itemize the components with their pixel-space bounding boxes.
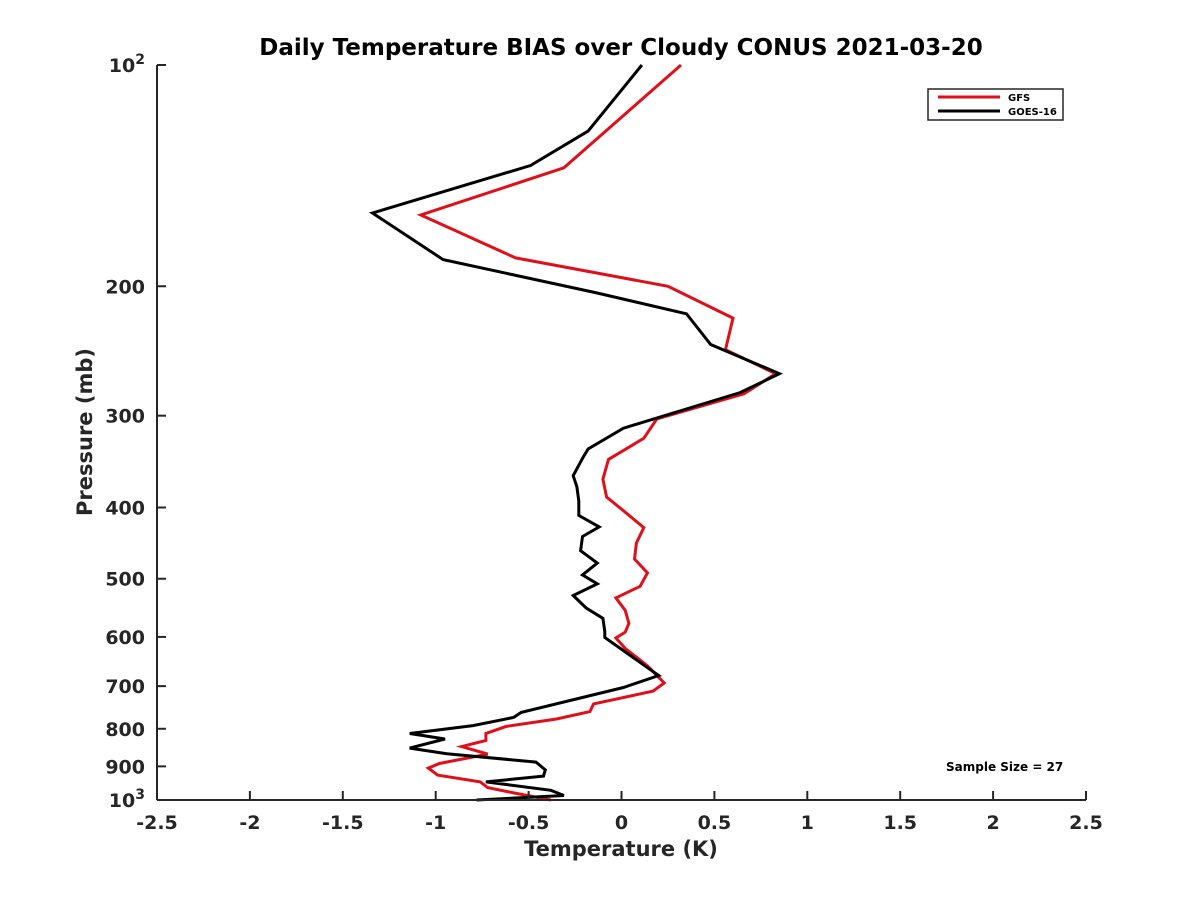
x-tick-label: 1	[801, 812, 814, 834]
x-tick-label: 1.5	[883, 812, 917, 834]
legend: GFS GOES-16	[927, 88, 1064, 121]
y-tick-label: 500	[105, 569, 145, 591]
x-tick-label: 2.5	[1069, 812, 1103, 834]
x-tick-label: -1.5	[322, 812, 364, 834]
axes-layer	[156, 65, 1086, 801]
legend-label-goes16: GOES-16	[1008, 107, 1057, 118]
x-tick-label: -1	[425, 812, 446, 834]
y-tick-label: 400	[105, 498, 145, 520]
x-tick-label: 0.5	[698, 812, 732, 834]
chart-title: Daily Temperature BIAS over Cloudy CONUS…	[259, 35, 982, 61]
x-tick-label: -0.5	[508, 812, 550, 834]
x-tick-label: -2	[239, 812, 260, 834]
x-axis-label: Temperature (K)	[524, 837, 718, 861]
series-line-goes16	[368, 64, 784, 802]
x-tick-label: 0	[615, 812, 628, 834]
series-line-gfs	[416, 63, 779, 802]
x-tick-label: -2.5	[136, 812, 178, 834]
y-tick-label: 600	[105, 627, 145, 649]
y-tick-label: 700	[105, 676, 145, 698]
sample-size-annotation: Sample Size = 27	[946, 760, 1063, 774]
y-tick-label: 300	[105, 406, 145, 428]
y-tick-label: 900	[105, 756, 145, 778]
legend-label-gfs: GFS	[1008, 93, 1030, 104]
y-tick-label: 102	[109, 52, 145, 77]
y-tick-label: 103	[109, 787, 145, 812]
x-tick-label: 2	[986, 812, 999, 834]
y-axis-label: Pressure (mb)	[73, 348, 97, 516]
y-tick-label: 200	[105, 276, 145, 298]
y-tick-label: 800	[105, 719, 145, 741]
ticks-layer: -2.5 -2 -1.5 -1 -0.5 0 0.5 1 1.5 2 2.5 102 200 300 400…	[105, 52, 1103, 834]
series-layer	[368, 63, 784, 802]
legend-box	[927, 88, 1064, 121]
